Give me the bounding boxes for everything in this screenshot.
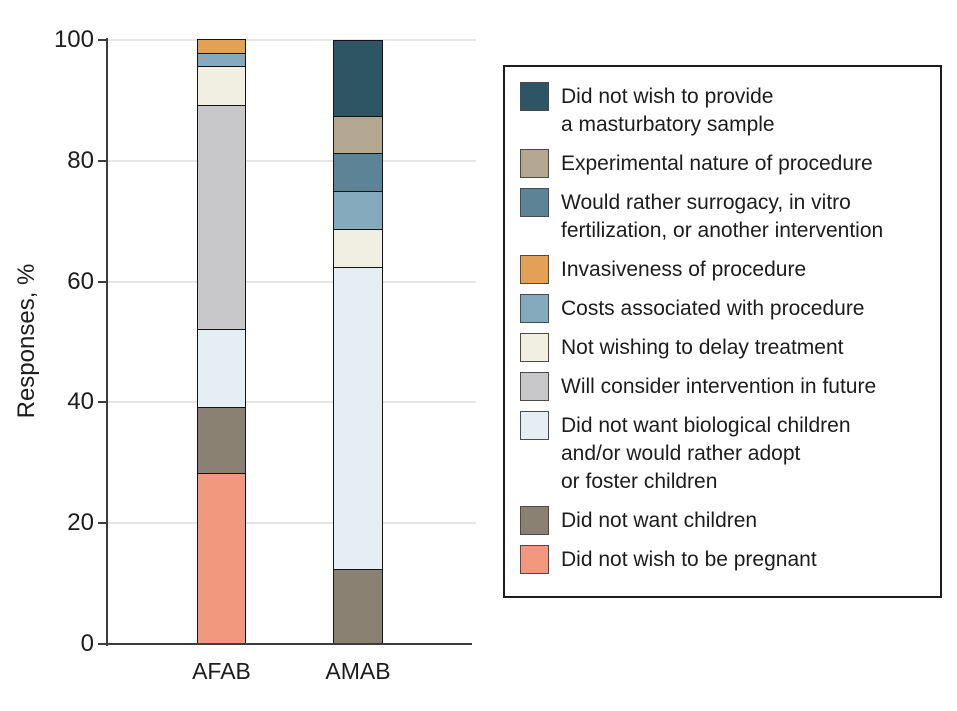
y-tick-20 (98, 522, 106, 525)
bar-segment (333, 40, 383, 116)
y-axis-line (106, 38, 108, 646)
legend-label-line: or foster children (561, 470, 718, 493)
legend-item: Costs associated with procedure (520, 294, 926, 323)
y-tick-label-0: 0 (80, 630, 94, 657)
y-tick-label-100: 100 (53, 26, 94, 53)
legend-item: Did not want biological children and/or w… (520, 411, 926, 496)
legend-label-line: a masturbatory sample (561, 113, 775, 136)
legend-item: Experimental nature of procedure (520, 149, 926, 178)
legend-item: Did not wish to be pregnant (520, 545, 926, 574)
legend-label: Did not want children (561, 507, 757, 535)
bar-segment (333, 266, 383, 569)
legend-label-line: Did not want biological children (561, 414, 851, 437)
y-tick-60 (98, 280, 106, 283)
bar-segment (333, 191, 383, 229)
legend-swatch-icon (520, 149, 549, 178)
y-tick-label-20: 20 (67, 509, 94, 537)
x-tick-label-amab: AMAB (325, 658, 391, 684)
legend-label-line: Did not wish to be pregnant (561, 548, 817, 571)
legend-label-line: and/or would rather adopt (561, 442, 801, 465)
legend-label-line: Did not wish to provide (561, 85, 774, 108)
legend-label: Would rather surrogacy, in vitro fertiliz… (561, 189, 883, 245)
y-tick-label-80: 80 (67, 146, 94, 174)
bar-segment (197, 39, 246, 53)
legend-label: Will consider intervention in future (561, 373, 876, 401)
y-tick-100 (98, 39, 106, 41)
legend-label: Did not wish to be pregnant (561, 546, 817, 574)
legend-swatch-icon (520, 411, 549, 440)
legend-label-line: Will consider intervention in future (561, 375, 877, 398)
legend-item: Did not want children (520, 506, 926, 535)
legend-swatch-icon (520, 506, 549, 535)
bar-segment (197, 407, 246, 474)
legend-label: Invasiveness of procedure (561, 256, 806, 284)
gridline-80 (108, 159, 476, 162)
y-tick-label-40: 40 (67, 388, 94, 416)
gridline-20 (108, 522, 476, 525)
legend-label: Not wishing to delay treatment (561, 334, 843, 362)
legend-label-line: Invasiveness of procedure (561, 258, 807, 281)
bar-segment (197, 328, 246, 408)
bar-segment (333, 228, 383, 267)
bar-segment (197, 473, 246, 644)
bar-segment (333, 568, 383, 644)
legend-label-line: Experimental nature of procedure (561, 152, 873, 175)
legend-label-line: Not wishing to delay treatment (561, 336, 844, 359)
legend-swatch-icon (520, 255, 549, 284)
legend-label-line: Did not want children (561, 509, 758, 532)
y-tick-40 (98, 401, 106, 404)
y-tick-label-60: 60 (67, 267, 94, 295)
legend-item: Will consider intervention in future (520, 372, 926, 401)
legend-label-line: Costs associated with procedure (561, 297, 865, 320)
bar-segment (197, 65, 246, 106)
gridline-60 (108, 280, 476, 283)
legend-item: Not wishing to delay treatment (520, 333, 926, 362)
legend-item: Invasiveness of procedure (520, 255, 926, 284)
legend-label: Costs associated with procedure (561, 295, 865, 323)
legend-item: Would rather surrogacy, in vitro fertiliz… (520, 188, 926, 245)
bar-segment (197, 52, 246, 66)
legend-label: Did not wish to provide a masturbatory sa… (561, 83, 775, 139)
gridline-100 (108, 39, 476, 41)
legend-item: Did not wish to provide a masturbatory sa… (520, 82, 926, 139)
legend-swatch-icon (520, 333, 549, 362)
legend-label-line: fertilization, or another intervention (561, 219, 884, 242)
x-axis-line (106, 643, 472, 645)
legend-swatch-icon (520, 82, 549, 111)
legend-swatch-icon (520, 372, 549, 401)
y-tick-80 (98, 159, 106, 162)
legend-swatch-icon (520, 545, 549, 574)
legend-swatch-icon (520, 294, 549, 323)
bar-segment (333, 153, 383, 191)
legend-label: Experimental nature of procedure (561, 150, 873, 178)
legend-swatch-icon (520, 188, 549, 217)
x-tick-label-afab: AFAB (192, 658, 251, 684)
legend-label: Did not want biological children and/or w… (561, 412, 851, 496)
y-axis-title: Responses, % (13, 263, 40, 419)
y-tick-0 (98, 643, 106, 645)
legend: Did not wish to provide a masturbatory sa… (503, 65, 942, 598)
gridline-40 (108, 401, 476, 404)
legend-label-line: Would rather surrogacy, in vitro (561, 191, 851, 214)
bar-segment (197, 105, 246, 329)
bar-segment (333, 115, 383, 154)
